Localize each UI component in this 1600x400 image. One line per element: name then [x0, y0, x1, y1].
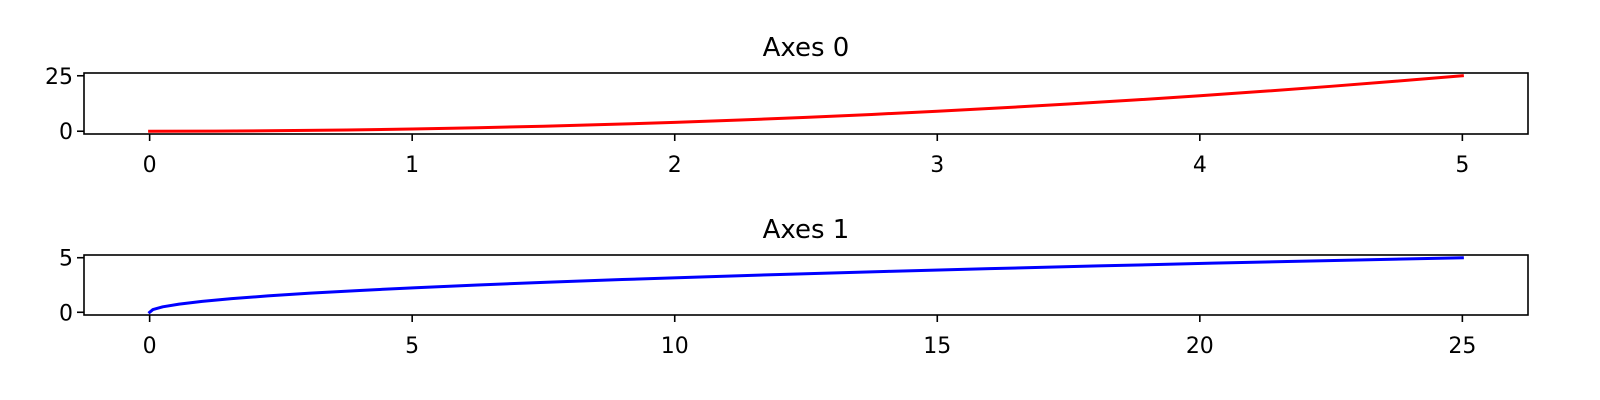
x-tick-label: 20 — [1186, 334, 1214, 359]
subplot-title: Axes 0 — [763, 33, 850, 63]
x-tick-label: 15 — [923, 334, 951, 359]
y-tick-label: 5 — [59, 247, 73, 272]
series-line — [147, 256, 1464, 315]
x-tick-label: 10 — [661, 334, 689, 359]
axes-frame — [83, 72, 1529, 135]
subplot-title: Axes 1 — [763, 215, 850, 245]
axes-frame — [83, 254, 1529, 316]
series-line — [148, 74, 1464, 133]
x-tick-label: 0 — [143, 153, 157, 178]
x-tick-label: 5 — [405, 334, 419, 359]
y-tick-label: 25 — [45, 65, 73, 90]
x-tick-label: 0 — [143, 334, 157, 359]
y-tick-label: 0 — [59, 301, 73, 326]
subplot-axes-0: Axes 0 0 1 2 3 4 5 0 25 — [45, 33, 1529, 178]
x-tick-label: 5 — [1455, 153, 1469, 178]
x-tick-label: 25 — [1448, 334, 1476, 359]
x-tick-label: 1 — [405, 153, 419, 178]
x-tick-label: 2 — [668, 153, 682, 178]
y-tick-label: 0 — [59, 120, 73, 145]
subplot-axes-1: Axes 1 0 5 10 15 20 25 0 5 — [59, 215, 1529, 359]
x-tick-label: 4 — [1193, 153, 1207, 178]
x-tick-label: 3 — [930, 153, 944, 178]
